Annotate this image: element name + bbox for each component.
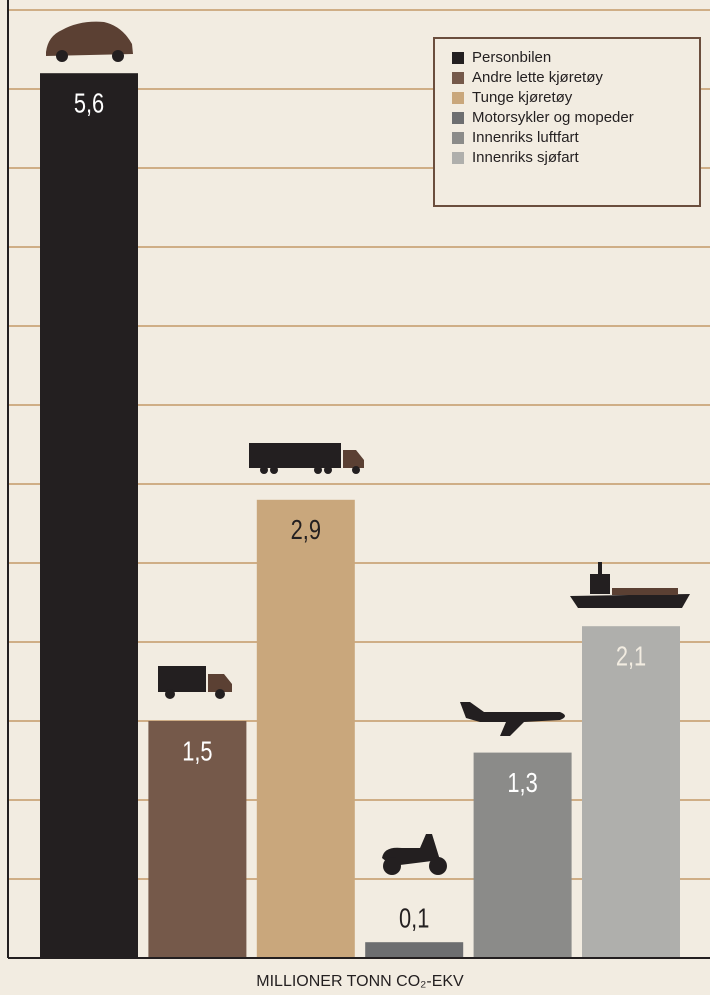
van-wheel xyxy=(165,689,175,699)
bars: 5,6 1,5 2,9 0,1 1,3 2,1 xyxy=(40,73,680,958)
truck-wheel xyxy=(352,466,360,474)
x-axis-label: MILLIONER TONN CO₂-EKV xyxy=(256,973,464,990)
legend-label: Innenriks luftfart xyxy=(472,129,580,146)
van-cab xyxy=(208,674,232,692)
bar xyxy=(40,73,138,958)
value-label: 2,9 xyxy=(291,515,321,546)
truck-wheel xyxy=(270,466,278,474)
bar xyxy=(256,499,355,958)
legend-label: Motorsykler og mopeder xyxy=(472,109,634,126)
legend-swatch xyxy=(452,52,464,64)
value-label: 2,1 xyxy=(616,641,646,672)
van-icon xyxy=(158,666,206,692)
legend-box xyxy=(433,37,701,207)
bar xyxy=(148,721,247,958)
truck-wheel xyxy=(314,466,322,474)
legend-label: Innenriks sjøfart xyxy=(472,149,580,166)
icons xyxy=(46,21,690,875)
truck-wheel xyxy=(324,466,332,474)
car-icon xyxy=(46,21,133,56)
legend-swatch xyxy=(452,72,464,84)
legend-swatch xyxy=(452,92,464,104)
car-wheel xyxy=(112,50,124,62)
scooter-wheel xyxy=(429,857,447,875)
ship-cargo xyxy=(612,588,678,595)
value-label: 5,6 xyxy=(74,88,104,119)
value-label: 1,5 xyxy=(182,736,212,767)
legend-label: Andre lette kjøretøy xyxy=(472,69,603,86)
van-wheel xyxy=(215,689,225,699)
ship-icon xyxy=(570,594,690,608)
bar xyxy=(365,942,464,958)
truck-wheel xyxy=(260,466,268,474)
car-wheel xyxy=(56,50,68,62)
plane-icon xyxy=(460,702,565,736)
legend-swatch xyxy=(452,112,464,124)
truck-cab xyxy=(343,450,364,468)
ship-mast xyxy=(598,562,602,574)
legend: Personbilen Andre lette kjøretøy Tunge kjø… xyxy=(433,37,701,207)
truck-icon xyxy=(249,443,341,468)
ship-bridge xyxy=(590,574,610,594)
bar xyxy=(582,626,680,958)
value-label: 1,3 xyxy=(507,767,537,798)
scooter-icon xyxy=(382,834,440,866)
scooter-wheel xyxy=(383,857,401,875)
legend-swatch xyxy=(452,152,464,164)
bar xyxy=(473,752,572,958)
legend-label: Personbilen xyxy=(472,49,551,66)
legend-swatch xyxy=(452,132,464,144)
value-label: 0,1 xyxy=(399,903,429,934)
legend-label: Tunge kjøretøy xyxy=(472,89,573,106)
